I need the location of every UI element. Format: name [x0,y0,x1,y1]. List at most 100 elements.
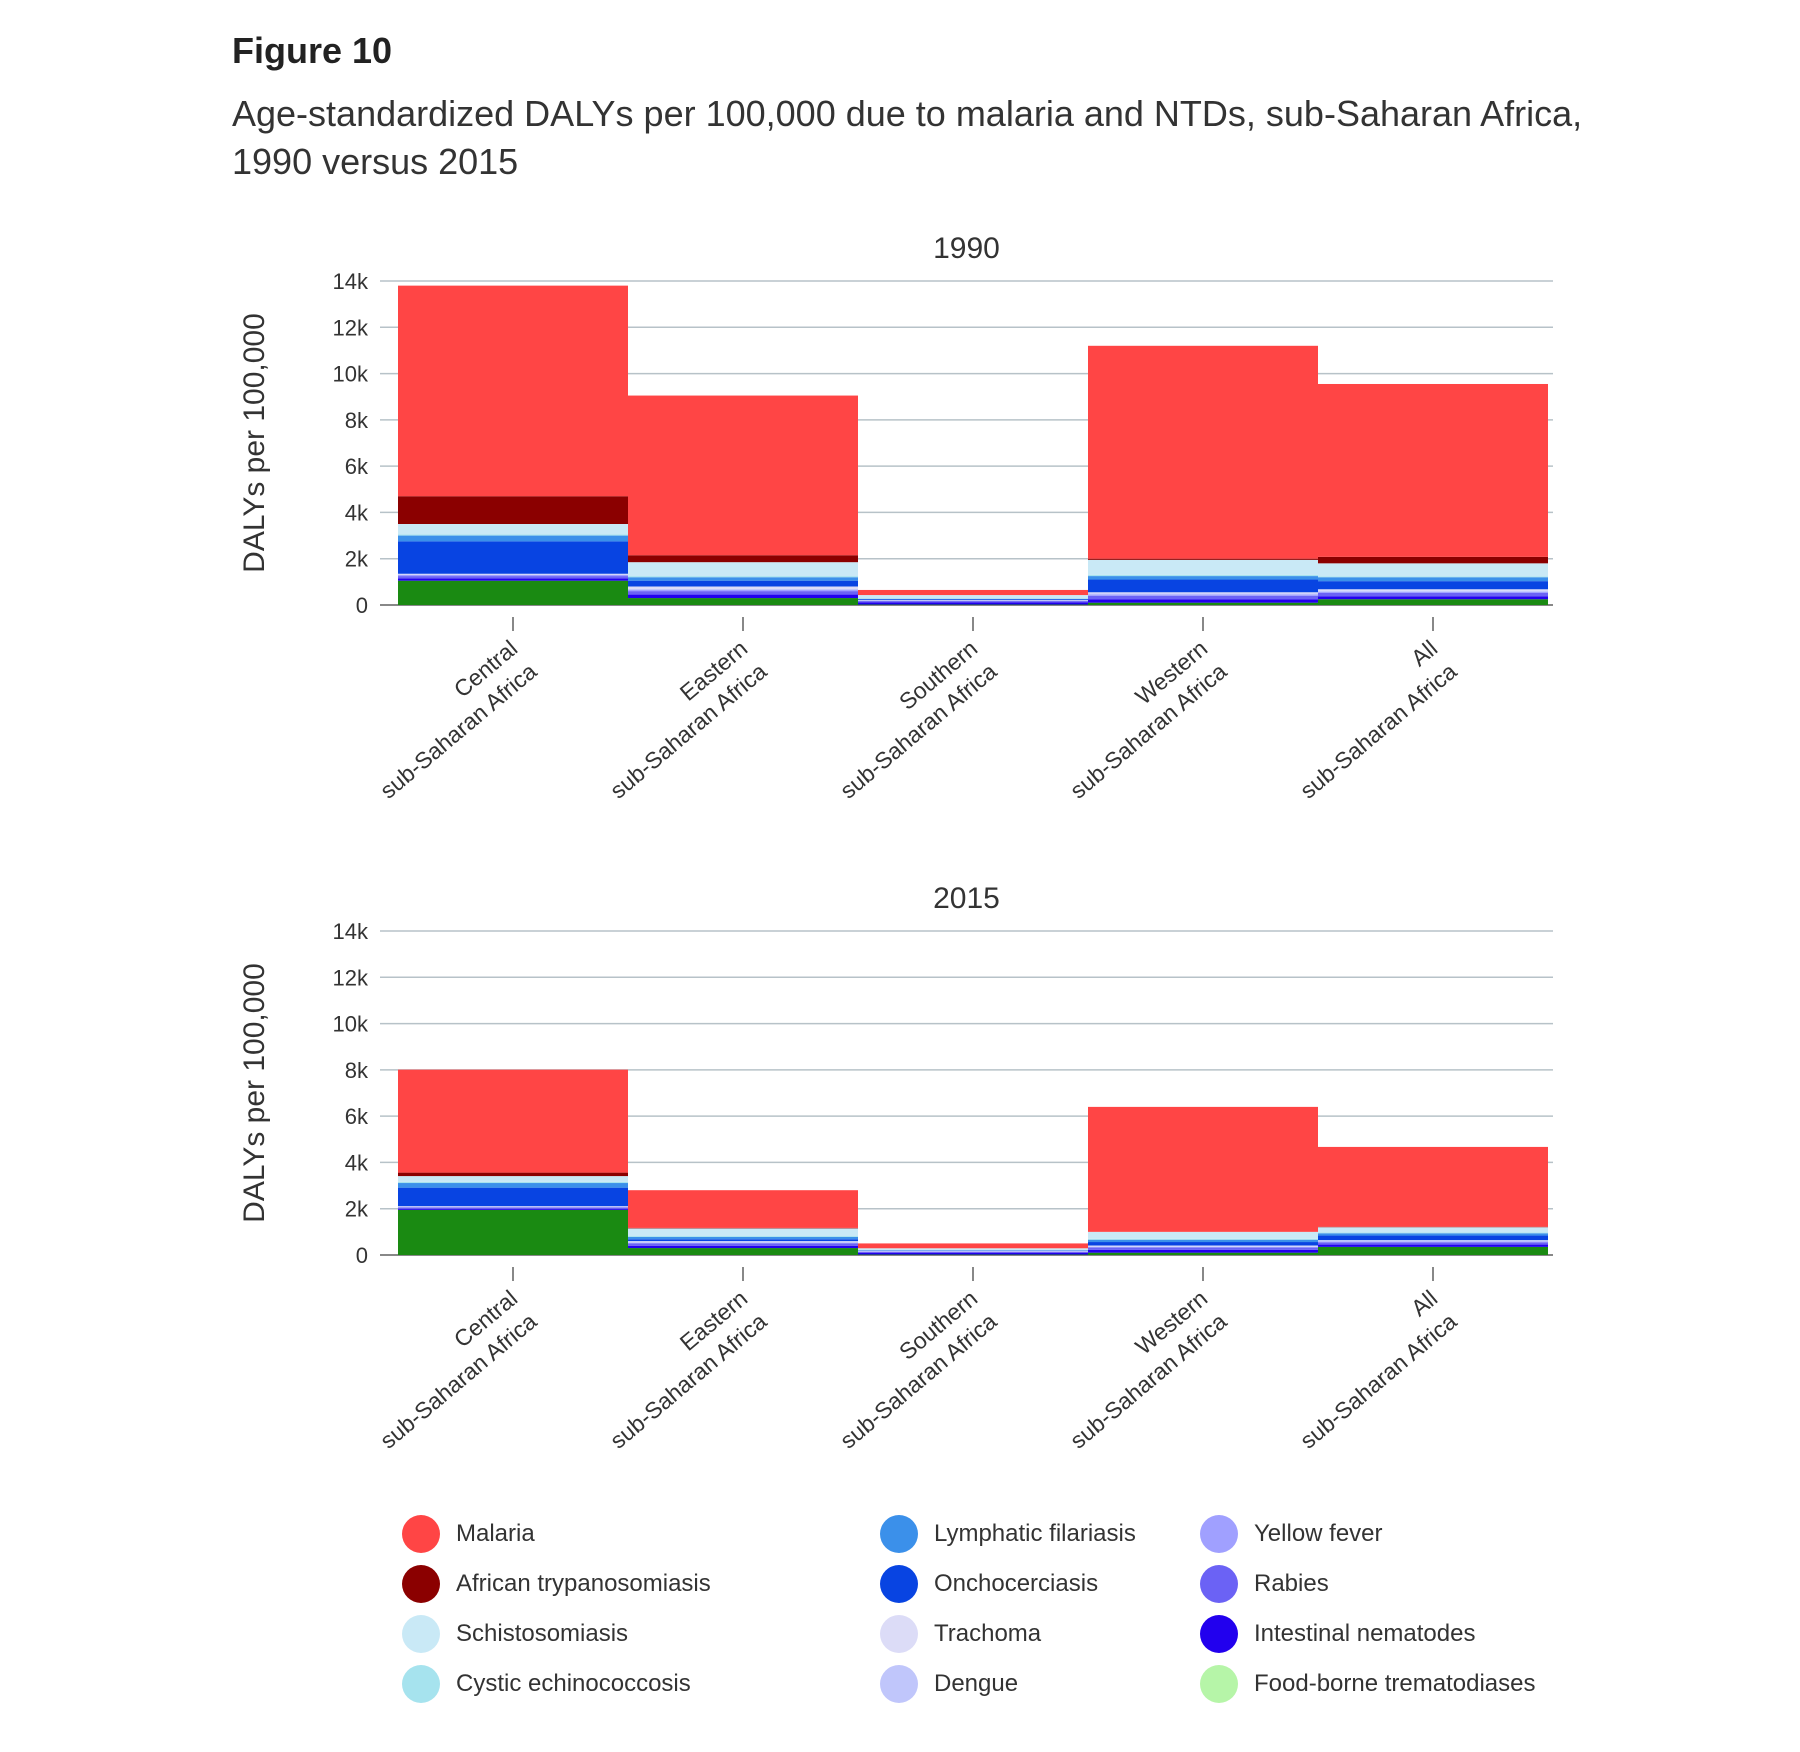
bar-segment-food-borne-trematodiases [1088,602,1318,605]
bar-segment-intestinal-nematodes [398,1208,628,1210]
bar-segment-african-trypanosomiasis [1088,558,1318,560]
bar-segment-onchocerciasis [1088,1242,1318,1246]
legend-label: Intestinal nematodes [1254,1620,1476,1647]
bar-segment-trachoma [1318,1240,1548,1241]
legend-label: Malaria [456,1520,535,1547]
bar-segment-rabies [398,1207,628,1209]
chart-1990: 1990 DALYs per 100,000 0 2k 4k 6k 8k 10k 12k 14k C… [238,232,1553,804]
bar-segment-food-borne-trematodiases [1318,599,1548,605]
legend-item: Onchocerciasis [880,1565,1098,1603]
legend-swatch [1200,1615,1238,1653]
y-tick-label: 6k [345,454,369,479]
legend-label: Lymphatic filariasis [934,1520,1136,1547]
bar-segment-intestinal-nematodes [858,1252,1088,1255]
y-tick-label: 2k [345,1197,369,1222]
bar-segment-food-borne-trematodiases [1088,1252,1318,1255]
bar-segment-intestinal-nematodes [628,594,858,599]
bar-segment-yellow-fever [1088,594,1318,596]
bar-segment-cystic-echinococcosis [628,1236,858,1237]
bar-segment-dengue [1318,590,1548,592]
bar-segment-intestinal-nematodes [1088,599,1318,603]
y-tick-label: 4k [345,1150,369,1175]
y-tick-label: 0 [356,593,368,618]
bar-segment-food-borne-trematodiases [398,1209,628,1255]
y-tick-label: 10k [333,1012,369,1037]
bar-segment-dengue [1088,593,1318,595]
bar-segment-rabies [858,1251,1088,1253]
legend-item: African trypanosomiasis [402,1565,711,1603]
bar-segment-malaria [398,285,628,497]
x-tick-label: Allsub-Saharan Africa [1276,1285,1462,1454]
bar-segment-yellow-fever [1318,1241,1548,1243]
bar-segment-intestinal-nematodes [398,578,628,581]
bar-segment-intestinal-nematodes [1088,1249,1318,1253]
x-tick-label: Centralsub-Saharan Africa [356,635,542,804]
bar-segment-food-borne-trematodiases [628,598,858,605]
bar-segment-trachoma [628,586,858,589]
bar-segment-intestinal-nematodes [1318,1244,1548,1247]
bar-segment-cystic-echinococcosis [1318,576,1548,578]
bar-segment-lymphatic-filariasis [1318,577,1548,582]
legend-swatch [880,1565,918,1603]
bar-segment-cystic-echinococcosis [398,1181,628,1184]
bar-segment-yellow-fever [1318,591,1548,593]
bar-segment-yellow-fever [398,574,628,577]
bar-segment-malaria [628,395,858,556]
legend-label: Rabies [1254,1570,1329,1597]
bar-segment-schistosomiasis [1318,563,1548,577]
bar-segment-rabies [628,1243,858,1246]
x-tick-label: Westernsub-Saharan Africa [1046,1285,1232,1454]
bar-segment-dengue [1318,1240,1548,1242]
bar-segment-african-trypanosomiasis [398,1172,628,1177]
legend-label: Cystic echinococcosis [456,1670,691,1697]
bar-segment-malaria [1318,1146,1548,1227]
legend-swatch [880,1615,918,1653]
bar-segment-yellow-fever [628,1242,858,1244]
bar-segment-malaria [628,1190,858,1228]
bar-segment-intestinal-nematodes [1318,596,1548,600]
x-tick-label: Easternsub-Saharan Africa [586,1285,772,1454]
bar-segment-trachoma [1088,592,1318,594]
bar-segment-onchocerciasis [1088,579,1318,593]
bar-segment-lymphatic-filariasis [1318,1233,1548,1236]
bar-segment-schistosomiasis [858,595,1088,599]
y-tick-label: 8k [345,408,369,433]
bar-segment-malaria [398,1069,628,1173]
x-tick-label: Allsub-Saharan Africa [1276,635,1462,804]
bar-segment-rabies [628,591,858,595]
figure-label: Figure 10 [232,30,393,71]
bar-segment-african-trypanosomiasis [628,555,858,563]
x-tick-label: Easternsub-Saharan Africa [586,635,772,804]
x-tick-label: Westernsub-Saharan Africa [1046,635,1232,804]
bar-segment-schistosomiasis [628,1228,858,1237]
bar-segment-lymphatic-filariasis [398,1183,628,1188]
bar-segment-rabies [398,576,628,579]
chart-title: 2015 [933,882,1000,915]
bar-segment-food-borne-trematodiases [628,1248,858,1255]
legend-item: Cystic echinococcosis [402,1665,691,1703]
y-tick-label: 0 [356,1243,368,1268]
legend-item: Food-borne trematodiases [1200,1665,1535,1703]
bar-segment-rabies [1088,595,1318,600]
y-tick-label: 14k [333,919,369,944]
bar-segment-malaria [858,1243,1088,1249]
bar-segment-yellow-fever [628,589,858,592]
bar-segment-rabies [1318,1242,1548,1245]
bar-segment-onchocerciasis [858,599,1088,601]
legend-swatch [1200,1665,1238,1703]
legend-swatch [880,1665,918,1703]
legend-swatch [402,1565,440,1603]
legend-label: Food-borne trematodiases [1254,1670,1536,1697]
bar-segment-cystic-echinococcosis [1318,1232,1548,1234]
bar-segment-malaria [1318,383,1548,557]
legend-item: Schistosomiasis [402,1615,628,1653]
bar-segment-schistosomiasis [1088,559,1318,575]
y-tick-label: 6k [345,1104,369,1129]
bar-segment-food-borne-trematodiases [398,580,628,605]
legend-label: Yellow fever [1254,1520,1383,1547]
bar-segment-cystic-echinococcosis [628,576,858,578]
bar-segment-intestinal-nematodes [628,1245,858,1249]
bar-segment-schistosomiasis [1318,1227,1548,1233]
bar-segment-onchocerciasis [1318,1235,1548,1241]
y-tick-label: 12k [333,965,369,990]
